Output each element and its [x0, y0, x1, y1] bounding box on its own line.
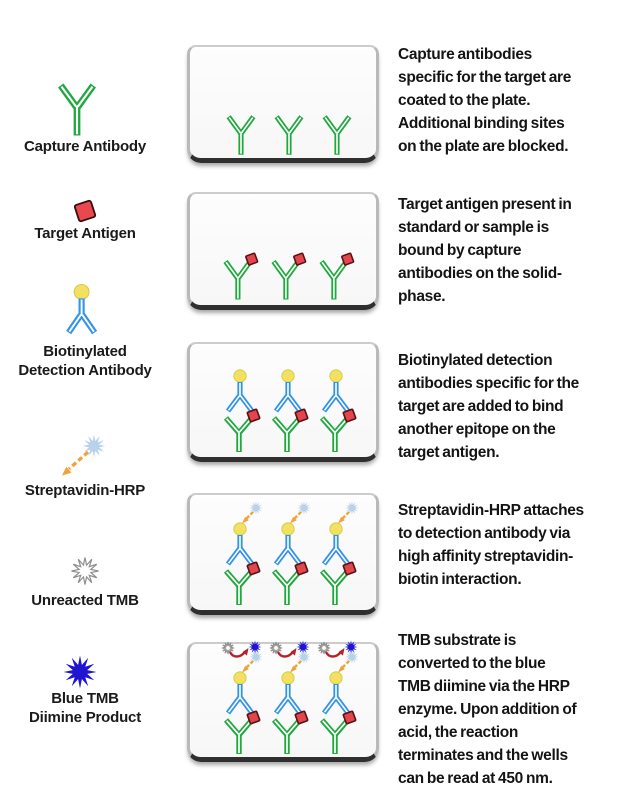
assay-well-step-3	[187, 342, 379, 462]
streptavidin-hrp-icon	[62, 434, 106, 476]
well-contents-sandwich-complex	[190, 366, 380, 454]
well-contents-antigen-bound	[190, 248, 380, 302]
complex-with-hrp-glyph	[226, 501, 263, 605]
step-2-description: Target antigen present in standard or sa…	[398, 196, 572, 305]
complex-with-hrp-glyph	[322, 501, 359, 605]
unreacted-tmb-star-icon	[70, 556, 100, 586]
legend-label-streptavidin-hrp: Streptavidin-HRP	[24, 482, 146, 499]
complex-with-tmb-reaction-glyph	[270, 640, 311, 754]
sandwich-complex-glyph	[274, 370, 308, 452]
well-contents-streptavidin-hrp	[190, 501, 380, 607]
complex-with-tmb-reaction-glyph	[222, 640, 263, 754]
step-5-description: TMB substrate is converted to the blue T…	[398, 632, 577, 787]
red-target-antigen-icon	[73, 199, 97, 223]
step-4-description: Streptavidin-HRP attaches to detection a…	[398, 502, 584, 588]
legend-label-capture-antibody: Capture Antibody	[23, 138, 147, 155]
green-capture-antibody-icon	[52, 78, 106, 138]
assay-well-step-2	[187, 192, 379, 310]
blue-tmb-diimine-star-icon	[63, 655, 97, 689]
assay-well-step-5	[187, 642, 379, 762]
complex-with-tmb-reaction-glyph	[318, 640, 359, 754]
sandwich-complex-glyph	[322, 370, 356, 452]
legend-label-biotinylated-detection-antibody: Biotinylated Detection Antibody	[18, 343, 152, 379]
capture-antibody-glyph	[325, 117, 350, 155]
legend-label-blue-tmb-diimine-product: Blue TMB Diimine Product	[28, 690, 141, 726]
step-3-description: Biotinylated detection antibodies specif…	[398, 352, 579, 461]
legend-label-unreacted-tmb: Unreacted TMB	[31, 592, 139, 609]
well-contents-tmb-reaction	[190, 640, 380, 754]
well-contents-capture-antibodies	[190, 105, 380, 155]
capture-antibody-with-antigen-glyph	[322, 253, 354, 299]
assay-well-step-1	[187, 45, 379, 163]
complex-with-hrp-glyph	[274, 501, 311, 605]
step-1-description: Capture antibodies specific for the targ…	[398, 46, 572, 155]
capture-antibody-glyph	[277, 117, 302, 155]
capture-antibody-glyph	[229, 117, 254, 155]
capture-antibody-with-antigen-glyph	[226, 253, 258, 299]
legend-label-target-antigen: Target Antigen	[34, 225, 136, 242]
assay-well-step-4	[187, 493, 379, 615]
sandwich-complex-glyph	[226, 370, 260, 452]
blue-detection-antibody-icon	[58, 283, 106, 340]
capture-antibody-with-antigen-glyph	[274, 253, 306, 299]
